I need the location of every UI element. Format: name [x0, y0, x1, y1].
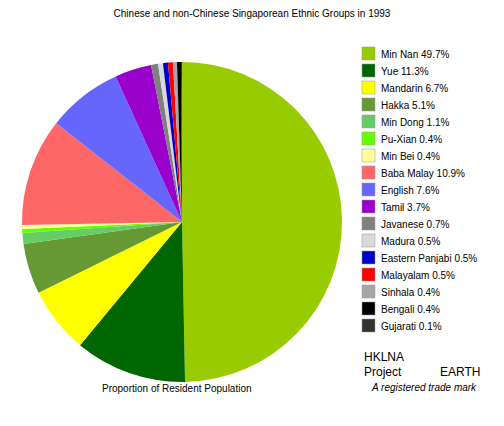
- legend-label: Yue 11.3%: [381, 66, 429, 77]
- legend-label: Sinhala 0.4%: [381, 287, 440, 298]
- legend-swatch: [362, 268, 375, 281]
- legend-swatch: [362, 149, 375, 162]
- legend-label: Madura 0.5%: [381, 236, 441, 247]
- legend-swatch: [362, 132, 375, 145]
- legend-label: Tamil 3.7%: [381, 202, 430, 213]
- legend-swatch: [362, 47, 375, 60]
- legend-swatch: [362, 200, 375, 213]
- legend: Min Nan 49.7% Yue 11.3% Mandarin 6.7% Hakka…: [362, 47, 477, 332]
- legend-swatch: [362, 64, 375, 77]
- annotation: HKLNA: [364, 350, 404, 364]
- legend-label: Malayalam 0.5%: [381, 270, 455, 281]
- chart: Chinese and non-Chinese Singaporean Ethn…: [0, 0, 504, 426]
- legend-label: Pu-Xian 0.4%: [381, 134, 442, 145]
- legend-label: Javanese 0.7%: [381, 219, 449, 230]
- legend-swatch: [362, 217, 375, 230]
- legend-label: Min Dong 1.1%: [381, 117, 449, 128]
- legend-label: Eastern Panjabi 0.5%: [381, 253, 477, 264]
- title: Chinese and non-Chinese Singaporean Ethn…: [114, 8, 391, 19]
- legend-label: Hakka 5.1%: [381, 100, 435, 111]
- legend-swatch: [362, 98, 375, 111]
- annotation: EARTH: [440, 365, 480, 379]
- legend-swatch: [362, 319, 375, 332]
- pie: [22, 62, 342, 382]
- legend-label: Mandarin 6.7%: [381, 83, 448, 94]
- annotation: Project: [364, 365, 402, 379]
- legend-swatch: [362, 251, 375, 264]
- legend-swatch: [362, 115, 375, 128]
- legend-swatch: [362, 302, 375, 315]
- legend-label: Gujarati 0.1%: [381, 321, 442, 332]
- legend-swatch: [362, 234, 375, 247]
- annotation: Proportion of Resident Population: [102, 383, 252, 394]
- pie-slice: [163, 63, 182, 222]
- pie-slice: [182, 62, 342, 382]
- pie-slice: [22, 222, 182, 244]
- legend-label: English 7.6%: [381, 185, 439, 196]
- legend-label: Bengali 0.4%: [381, 304, 440, 315]
- legend-swatch: [362, 166, 375, 179]
- legend-swatch: [362, 285, 375, 298]
- annotation: A registered trade mark: [371, 382, 477, 393]
- pie-slice: [173, 62, 182, 222]
- legend-label: Min Bei 0.4%: [381, 151, 440, 162]
- legend-label: Min Nan 49.7%: [381, 49, 449, 60]
- pie-slice: [177, 62, 182, 222]
- legend-swatch: [362, 81, 375, 94]
- pie-slice: [168, 62, 182, 222]
- legend-swatch: [362, 183, 375, 196]
- legend-label: Baba Malay 10.9%: [381, 168, 465, 179]
- pie-slice: [181, 62, 182, 222]
